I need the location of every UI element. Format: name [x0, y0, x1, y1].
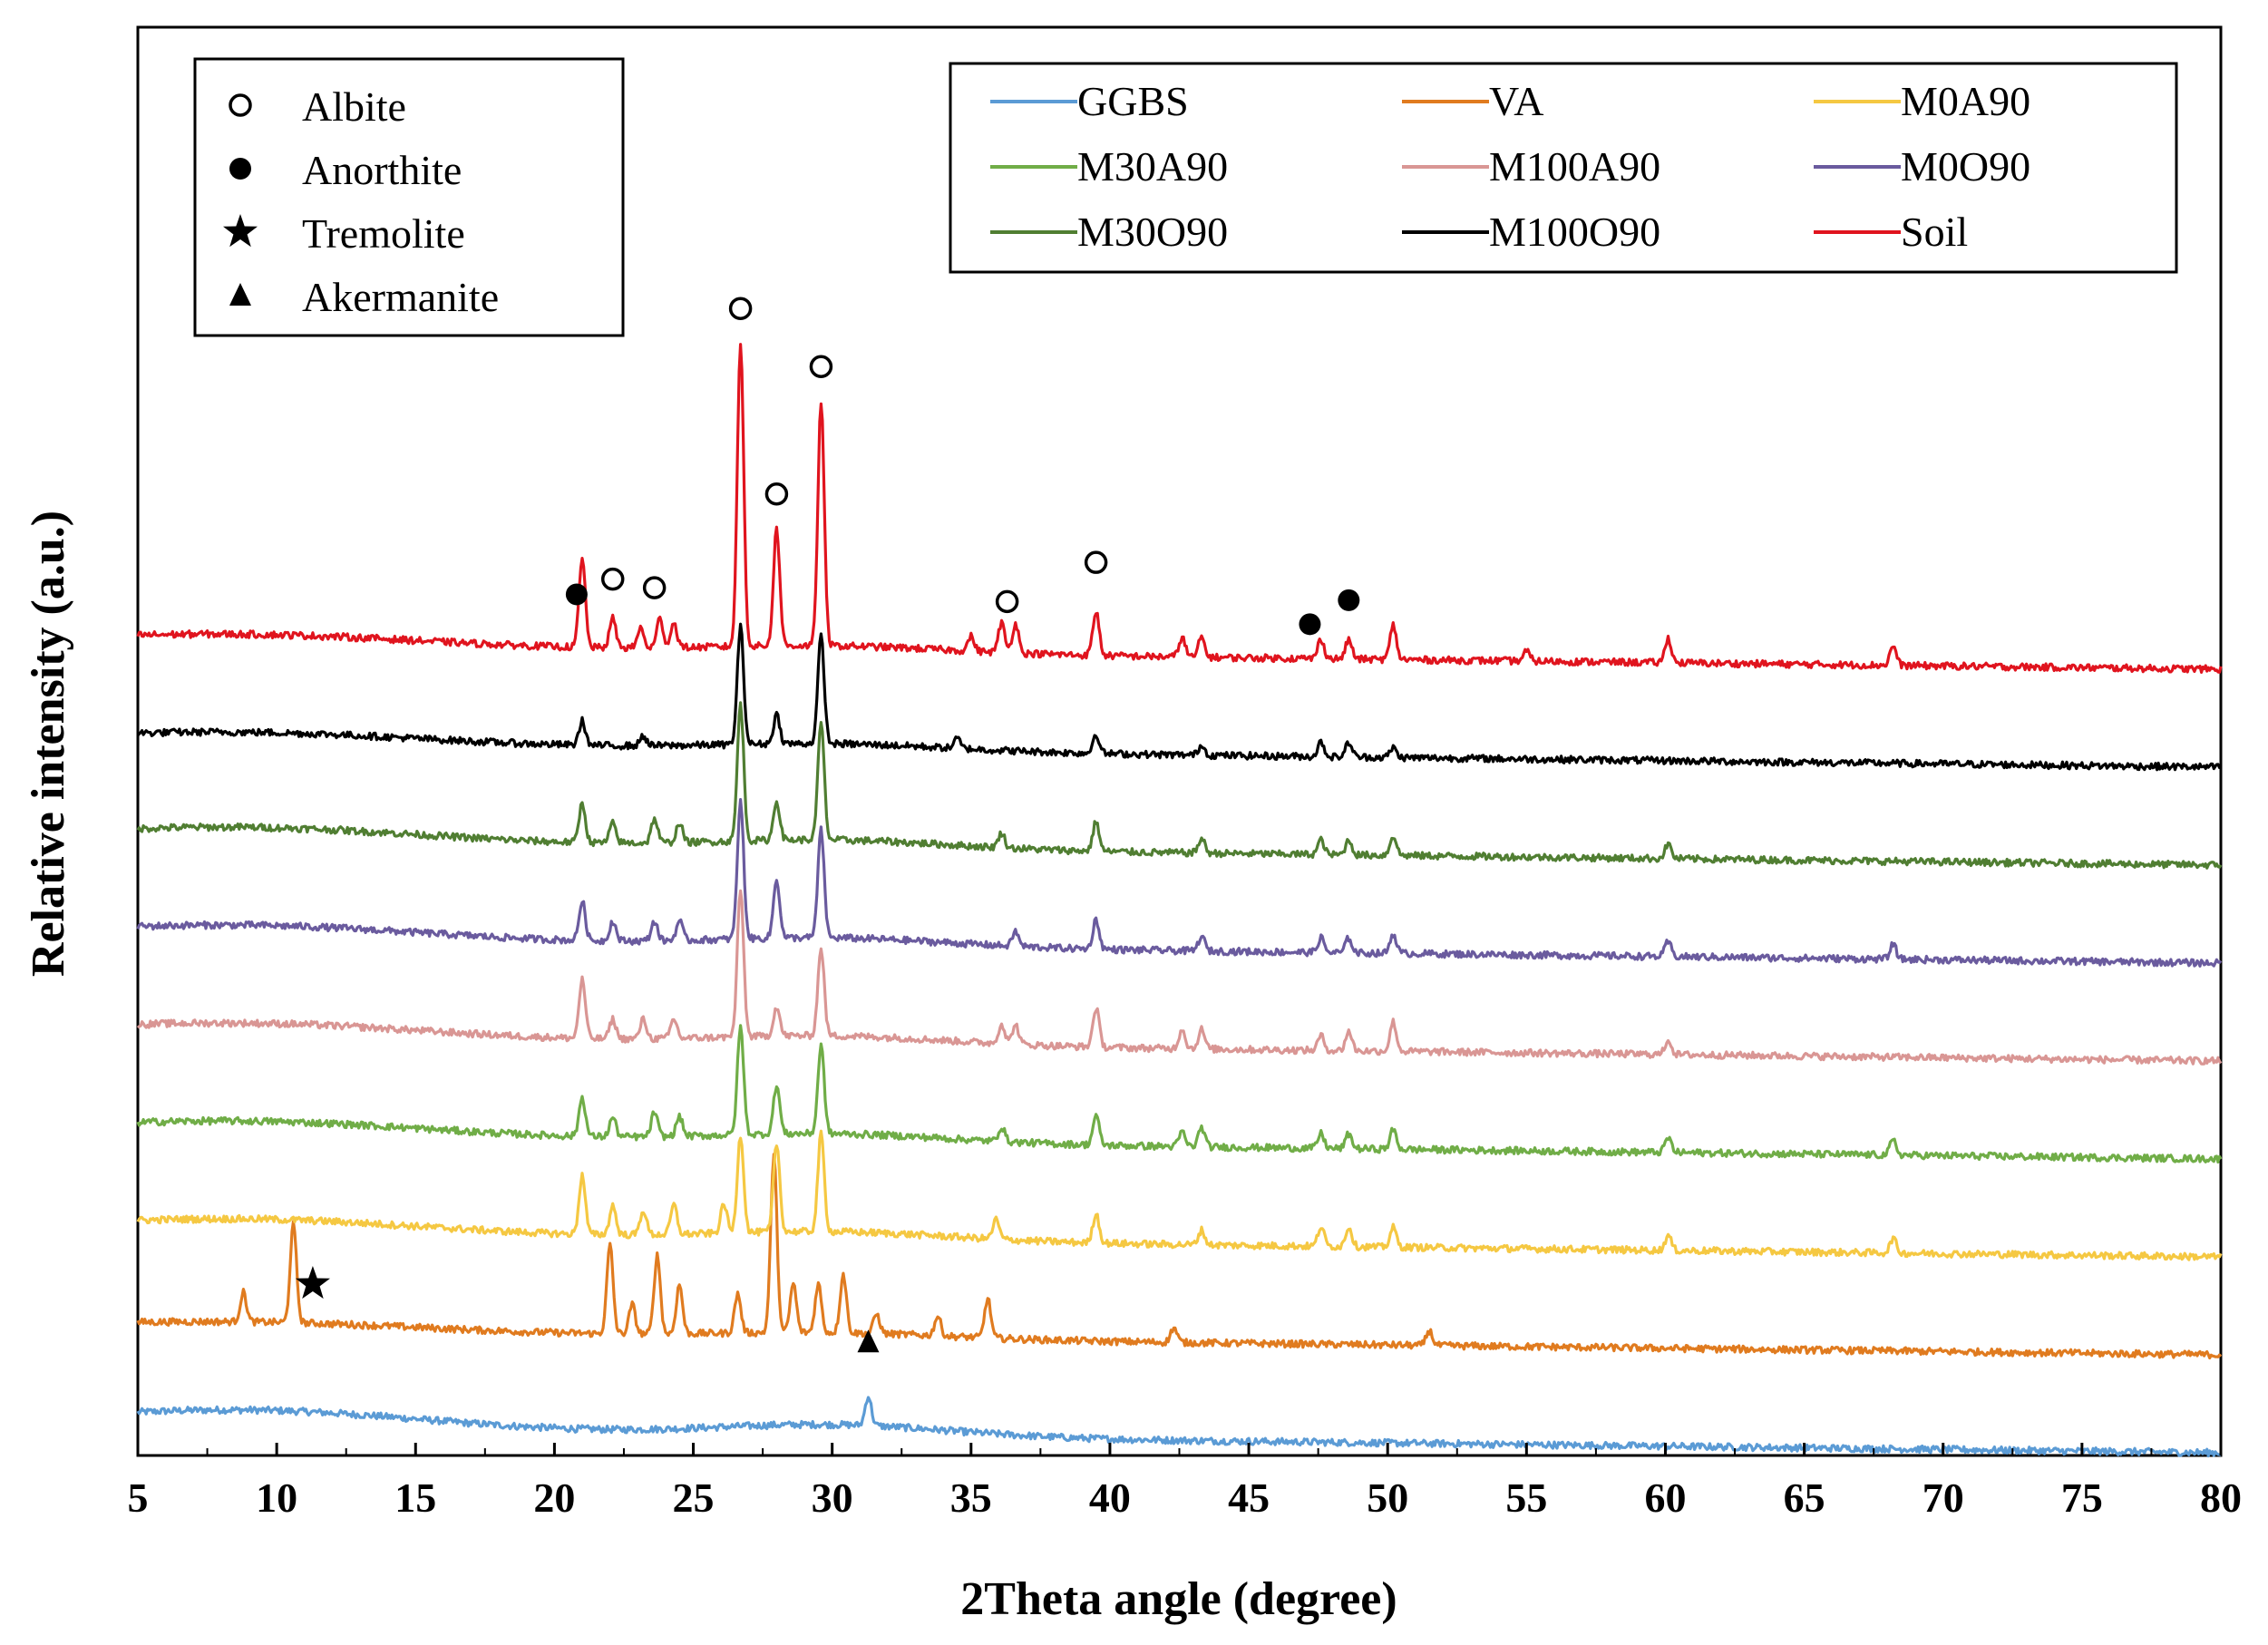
y-axis-title: Relative intensity (a.u.): [23, 511, 74, 977]
x-tick-label-20: 20: [533, 1475, 575, 1521]
legend-label-m100o90: M100O90: [1489, 209, 1660, 255]
phase-legend-symbol-akermanite: [229, 283, 251, 306]
series-line-m0a90: [136, 1129, 2223, 1261]
legend-label-ggbs: GGBS: [1077, 78, 1189, 124]
series-line-va: [136, 1153, 2223, 1360]
series-layer: [136, 343, 2223, 1458]
peak-marker-circle-filled-3: [565, 583, 588, 606]
x-tick-label-35: 35: [950, 1475, 992, 1521]
series-line-m100o90: [136, 622, 2222, 772]
phase-legend-label-anorthite: Anorthite: [302, 147, 462, 193]
legend-label-m100a90: M100A90: [1489, 143, 1660, 190]
x-tick-label-70: 70: [1922, 1475, 1964, 1521]
phase-legend-label-akermanite: Akermanite: [302, 274, 499, 320]
peak-marker-circle-open-1: [809, 355, 833, 378]
phase-legend-symbol-albite: [229, 93, 252, 117]
x-tick-label-15: 15: [394, 1475, 436, 1521]
phase-legend-label-albite: Albite: [302, 83, 406, 130]
x-axis: 5 10 15 20 25 30 35 40 45 50 55 60 65 70 75 80: [128, 1443, 2242, 1521]
phase-legend-frame: [193, 57, 625, 337]
peak-marker-star-10: [295, 1266, 330, 1299]
legend-label-m30o90: M30O90: [1077, 209, 1228, 255]
x-tick-label-25: 25: [673, 1475, 715, 1521]
legend-label-soil: Soil: [1901, 209, 1968, 255]
series-line-ggbs: [136, 1396, 2222, 1458]
peak-marker-circle-filled-8: [1299, 613, 1321, 636]
peak-marker-circle-open-2: [764, 482, 789, 506]
peak-marker-circle-open-5: [642, 576, 667, 599]
series-line-m100a90: [136, 889, 2223, 1066]
legend-label-m0o90: M0O90: [1901, 143, 2030, 190]
phase-legend-symbol-tremolite: [223, 214, 258, 248]
series-line-m0o90: [136, 798, 2223, 968]
x-tick-label-40: 40: [1089, 1475, 1131, 1521]
phase-legend-symbol-anorthite: [229, 158, 251, 180]
x-tick-label-65: 65: [1784, 1475, 1825, 1521]
x-tick-label-5: 5: [128, 1475, 149, 1521]
peak-marker-circle-filled-9: [1338, 589, 1360, 611]
peak-marker-circle-open-4: [600, 567, 625, 591]
x-tick-label-50: 50: [1367, 1475, 1408, 1521]
x-tick-label-60: 60: [1644, 1475, 1686, 1521]
x-tick-label-45: 45: [1228, 1475, 1270, 1521]
x-tick-label-30: 30: [812, 1475, 853, 1521]
x-tick-label-55: 55: [1505, 1475, 1547, 1521]
phase-legend-label-tremolite: Tremolite: [302, 210, 465, 257]
series-line-soil: [136, 343, 2223, 674]
x-axis-title: 2Theta angle (degree): [960, 1573, 1397, 1625]
peak-marker-circle-open-7: [1084, 550, 1108, 574]
peak-marker-circle-open-0: [728, 297, 753, 320]
peak-marker-triangle-11: [857, 1329, 880, 1353]
legend-label-m30a90: M30A90: [1077, 143, 1228, 190]
series-line-m30a90: [136, 1024, 2223, 1164]
x-tick-label-10: 10: [256, 1475, 297, 1521]
marker-layer: [295, 297, 1360, 1353]
phase-legend: Albite Anorthite Tremolite Akermanite: [193, 57, 625, 337]
series-line-m30o90: [136, 701, 2223, 870]
legend-label-m0a90: M0A90: [1901, 78, 2030, 124]
x-tick-label-80: 80: [2200, 1475, 2242, 1521]
x-tick-label-75: 75: [2061, 1475, 2103, 1521]
peak-marker-circle-open-6: [995, 589, 1019, 614]
series-legend-frame: [949, 62, 2178, 274]
series-legend: GGBS VA M0A90 M30A90 M100A90 M0O90 M30O90 M100O…: [949, 62, 2178, 274]
legend-label-va: VA: [1489, 78, 1544, 124]
